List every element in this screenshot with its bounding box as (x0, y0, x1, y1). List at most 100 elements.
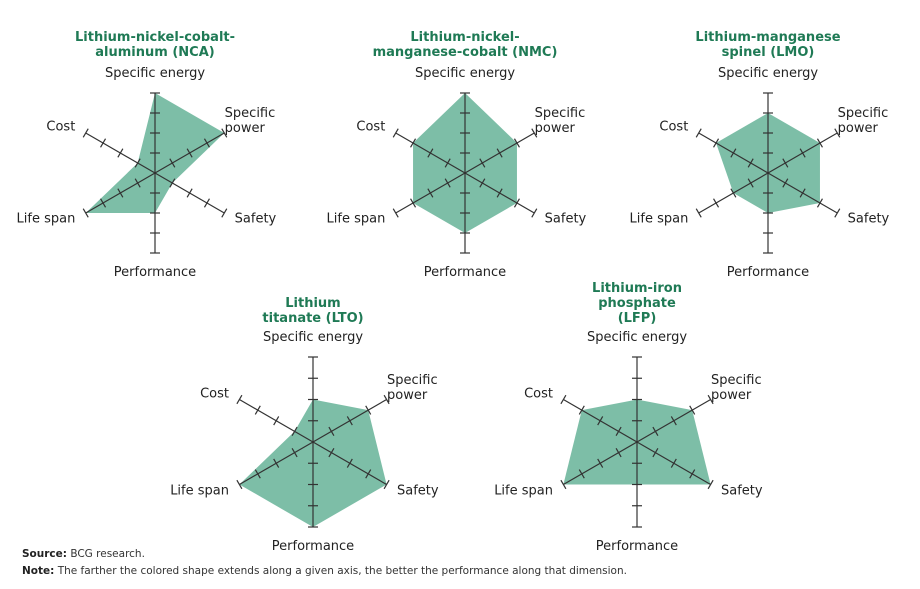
tick-mark (291, 426, 298, 437)
tick-mark (479, 178, 486, 188)
source-label: Source: (22, 548, 67, 560)
tick-mark (291, 447, 298, 458)
tick-mark (100, 198, 107, 208)
axis-label: Specific energy (104, 66, 206, 81)
axis-label: Performance (595, 539, 679, 554)
tick-mark (383, 479, 390, 490)
tick-mark (236, 394, 243, 405)
tick-mark (560, 394, 567, 405)
tick-mark (444, 178, 451, 188)
axis-label: Performance (271, 539, 355, 554)
tick-mark (689, 405, 696, 415)
tick-mark (365, 405, 372, 415)
tick-mark (560, 479, 567, 490)
chart-title: Lithium-nickel-cobalt-aluminum (NCA) (74, 30, 236, 60)
tick-mark (730, 188, 737, 198)
tick-mark (834, 128, 841, 138)
axis-label: Specific power (711, 372, 762, 403)
tick-mark (82, 208, 89, 218)
tick-mark (670, 416, 677, 426)
tick-mark (531, 208, 538, 218)
tick-mark (273, 458, 280, 468)
tick-mark (513, 138, 520, 148)
axis-label: Performance (726, 265, 810, 280)
tick-mark (578, 405, 585, 415)
axis-label: Specific energy (262, 330, 364, 345)
chart-title: Lithium-iron phosphate (LFP) (592, 281, 682, 326)
axis-label: Safety (544, 211, 587, 227)
tick-mark (427, 188, 434, 198)
axis-label: Life span (629, 211, 689, 227)
tick-mark (365, 469, 372, 479)
tick-mark (730, 148, 737, 158)
tick-mark (713, 138, 720, 148)
tick-mark (782, 178, 789, 188)
axis-label: Life span (326, 211, 386, 227)
tick-mark (747, 158, 754, 168)
axis-label: Specific energy (414, 66, 516, 81)
axis-label: Cost (524, 386, 553, 401)
tick-mark (799, 188, 806, 198)
tick-mark (695, 128, 702, 138)
tick-mark (186, 148, 193, 158)
tick-mark (782, 158, 789, 168)
tick-mark (816, 198, 823, 208)
tick-mark (707, 394, 714, 405)
tick-mark (410, 138, 417, 148)
axis-label: Safety (397, 483, 439, 498)
axis-label: Specific power (224, 106, 276, 136)
note-label: Note: (22, 565, 55, 577)
source-text: BCG research. (70, 548, 145, 560)
tick-mark (117, 148, 124, 158)
tick-mark (221, 208, 228, 218)
axis-label: Cost (356, 119, 386, 135)
axis-label: Performance (113, 265, 197, 280)
tick-mark (346, 458, 353, 468)
axis-label: Specific power (387, 372, 438, 403)
tick-mark (221, 128, 228, 138)
tick-mark (652, 426, 659, 437)
tick-mark (134, 178, 141, 188)
tick-mark (346, 416, 353, 426)
tick-mark (597, 416, 604, 426)
axis-label: Life span (170, 483, 229, 498)
tick-mark (531, 128, 538, 138)
tick-mark (410, 198, 417, 208)
axis-label: Cost (659, 119, 689, 135)
tick-mark (834, 208, 841, 218)
tick-mark (254, 405, 261, 415)
tick-mark (444, 158, 451, 168)
tick-mark (392, 128, 399, 138)
axis-label: Life span (16, 211, 76, 227)
tick-mark (496, 148, 503, 158)
tick-mark (186, 188, 193, 198)
tick-mark (615, 447, 622, 458)
axis-label: Specific energy (586, 330, 688, 345)
tick-mark (670, 458, 677, 468)
tick-mark (169, 158, 176, 168)
tick-mark (496, 188, 503, 198)
tick-mark (328, 447, 335, 458)
tick-mark (273, 416, 280, 426)
tick-mark (203, 138, 210, 148)
tick-mark (236, 479, 243, 490)
axis-label: Specific power (837, 106, 889, 136)
tick-mark (597, 458, 604, 468)
tick-mark (707, 479, 714, 490)
chart-title: Lithium-manganese spinel (LMO) (695, 30, 841, 60)
axis-label: Safety (234, 211, 277, 227)
source: Source: BCG research. (22, 548, 145, 560)
tick-mark (513, 198, 520, 208)
axis-label: Specific energy (717, 66, 819, 81)
tick-mark (203, 198, 210, 208)
tick-mark (479, 158, 486, 168)
tick-mark (652, 447, 659, 458)
tick-mark (816, 138, 823, 148)
tick-mark (82, 128, 89, 138)
note: Note: The farther the colored shape exte… (22, 565, 627, 577)
tick-mark (383, 394, 390, 405)
chart-title: Lithium titanate (LTO) (262, 296, 364, 326)
tick-mark (578, 469, 585, 479)
